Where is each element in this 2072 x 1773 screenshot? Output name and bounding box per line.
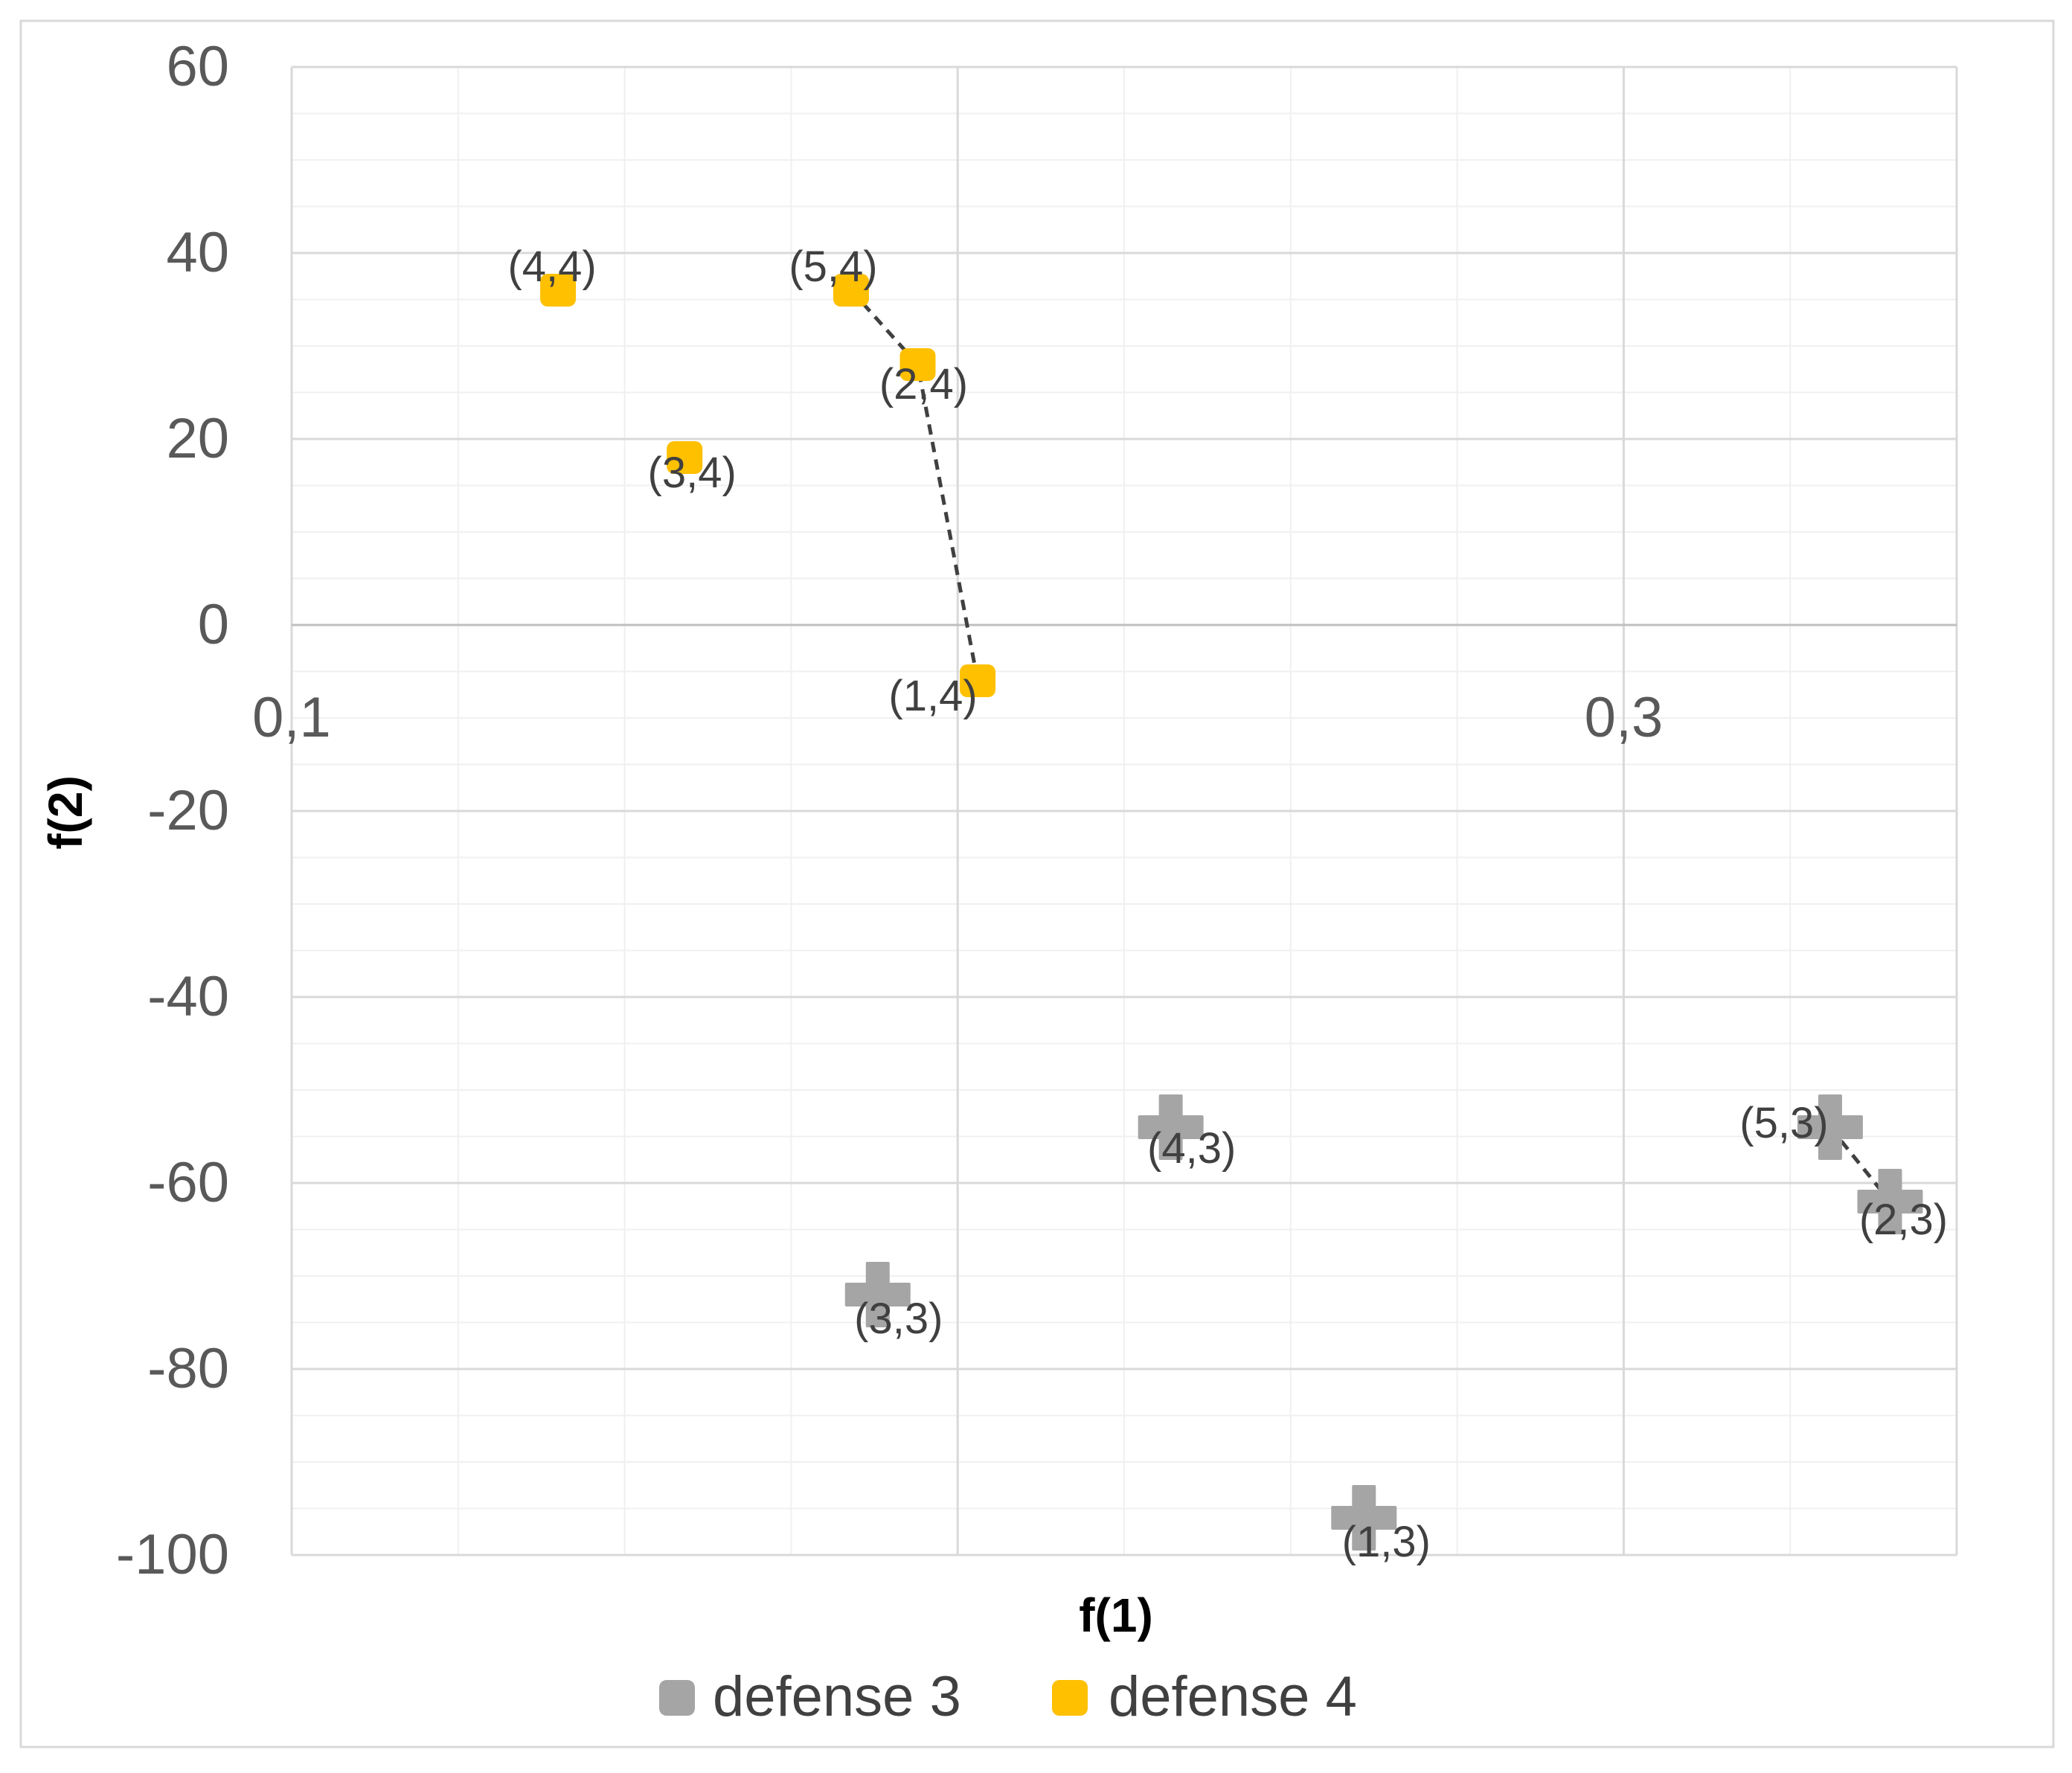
marker-3-3 [844, 1262, 911, 1327]
x-tick-label: 0,3 [1585, 686, 1664, 749]
y-tick-label: -40 [147, 965, 229, 1028]
data-label: (4,3) [1147, 1124, 1236, 1173]
data-label: (1,4) [888, 672, 977, 720]
data-label: (1,3) [1342, 1518, 1431, 1566]
marker-2-3 [1857, 1169, 1923, 1234]
data-label: (5,3) [1739, 1099, 1828, 1147]
data-label: (2,3) [1859, 1196, 1948, 1244]
y-axis-title: f(2) [39, 775, 92, 850]
marker-1-4 [960, 664, 996, 697]
y-tick-label: -60 [147, 1151, 229, 1214]
y-tick-label: 40 [166, 221, 229, 284]
marker-1-3 [1331, 1485, 1397, 1551]
data-label: (4,4) [507, 243, 596, 291]
marker-3-4 [667, 441, 703, 474]
chart-border [19, 19, 2055, 1748]
data-label: (2,4) [879, 360, 968, 408]
data-labels: (1,3) (2,3) (3,3) (4,3) (5,3) (1,4) (2,4) (3,4)… [507, 243, 1948, 1566]
y-tick-label: 60 [166, 35, 229, 98]
data-label: (3,3) [854, 1295, 943, 1343]
marker-5-3 [1797, 1094, 1863, 1160]
legend-item-defense-3[interactable]: defense 3 [659, 1665, 961, 1728]
y-tick-labels: 60 40 20 0 -20 -40 -60 -80 -100 [116, 35, 229, 1586]
legend-swatch-defense-4 [1052, 1680, 1088, 1716]
y-tick-label: 20 [166, 407, 229, 470]
marker-5-4 [833, 274, 869, 307]
marker-4-4 [540, 274, 577, 307]
legend-swatch-defense-3 [659, 1680, 695, 1716]
data-markers [540, 274, 1923, 1551]
y-tick-label: 0 [198, 593, 229, 656]
y-tick-label: -80 [147, 1337, 229, 1400]
y-tick-label: -100 [116, 1523, 229, 1586]
marker-2-4 [899, 348, 936, 381]
legend-item-defense-4[interactable]: defense 4 [1052, 1665, 1357, 1728]
legend[interactable]: defense 3 defense 4 [659, 1665, 1357, 1728]
x-tick-label: 0,1 [252, 686, 331, 749]
y-tick-label: -20 [147, 779, 229, 842]
x-tick-labels: 0,1 0,3 [252, 686, 1663, 749]
x-axis-title: f(1) [1079, 1588, 1153, 1642]
data-label: (3,4) [648, 449, 737, 497]
marker-4-3 [1138, 1094, 1204, 1160]
data-label: (5,4) [789, 243, 877, 291]
major-grid [290, 65, 1958, 1556]
legend-label-defense-3: defense 3 [713, 1665, 961, 1728]
legend-label-defense-4: defense 4 [1109, 1665, 1357, 1728]
